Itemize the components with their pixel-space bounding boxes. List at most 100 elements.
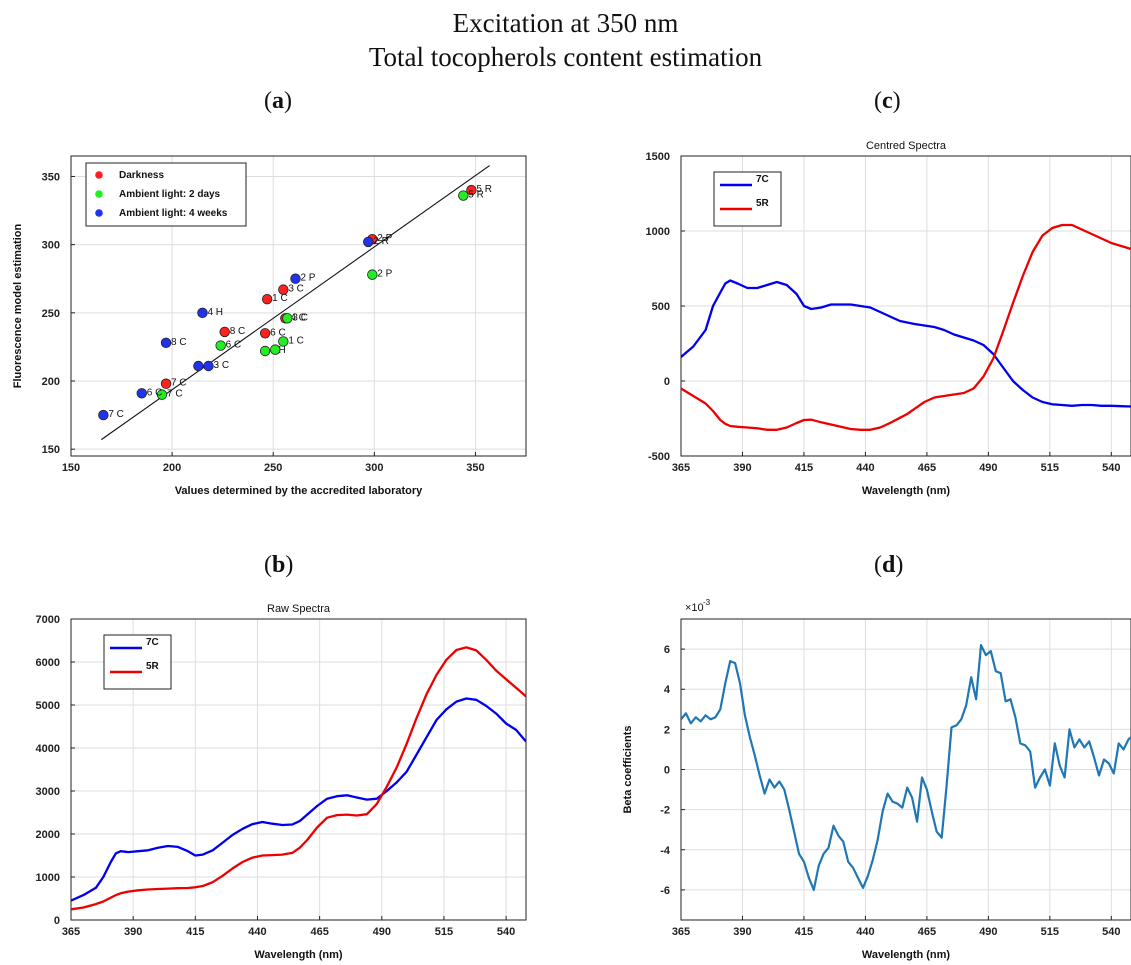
data-point — [156, 389, 168, 400]
figure-title: Excitation at 350 nm Total tocopherols c… — [0, 6, 1131, 74]
data-point — [219, 326, 230, 338]
x-tick-label: 540 — [497, 926, 515, 938]
series-line-5R — [681, 223, 1131, 431]
panel-b-raw-spectra: 365 390 415 440 465 490 515 540 0 1000 2000 3000 400… — [36, 603, 527, 961]
x-tick-label: 490 — [373, 926, 391, 938]
x-tick-label: 415 — [795, 926, 813, 938]
y-tick-label: 250 — [42, 308, 60, 320]
point-label: 5 R — [468, 190, 484, 201]
figure-title-line-2: Total tocopherols content estimation — [368, 42, 763, 72]
y-tick-label: 0 — [664, 376, 670, 388]
x-tick-label: 465 — [918, 926, 936, 938]
x-axis-label: Wavelength (nm) — [862, 485, 951, 497]
x-tick-label: 515 — [1041, 926, 1059, 938]
data-point — [261, 293, 273, 305]
point-label: 8 C — [171, 337, 187, 348]
data-point — [160, 378, 172, 389]
beta-coefficients-line — [681, 644, 1131, 891]
data-point — [193, 360, 204, 372]
y-tick-label: 1000 — [36, 872, 60, 884]
point-label: 1 C — [288, 335, 304, 346]
panel-a-scatter: 150 200 250 300 350 150 200 250 300 350 Values det… — [12, 155, 527, 497]
series-line-7C — [681, 279, 1131, 408]
legend-box — [85, 162, 247, 227]
point-label: 3 C — [214, 360, 230, 371]
x-tick-label: 365 — [672, 926, 690, 938]
x-tick-label: 300 — [365, 462, 383, 474]
x-tick-label: 490 — [979, 926, 997, 938]
point-label: 6 C — [226, 340, 242, 351]
point-label: 2 R — [373, 236, 389, 247]
y-tick-label: 4 — [664, 684, 671, 696]
x-axis-label: Wavelength (nm) — [862, 949, 951, 961]
y-tick-label: 300 — [42, 240, 60, 252]
data-point — [259, 328, 271, 339]
point-label: 7 C — [108, 409, 124, 420]
legend-marker — [95, 190, 103, 198]
y-tick-label: 6000 — [36, 657, 60, 669]
data-point — [197, 307, 208, 319]
data-point — [98, 409, 109, 421]
x-tick-label: 540 — [1102, 462, 1120, 474]
y-tick-label: -6 — [660, 885, 670, 897]
x-tick-label: 490 — [979, 462, 997, 474]
point-label: 4 H — [207, 307, 223, 318]
data-point — [363, 236, 374, 248]
y-tick-label: 350 — [42, 171, 60, 183]
y-tick-label: 3000 — [36, 786, 60, 798]
point-label: 2 P — [377, 233, 392, 244]
point-label: 6 C — [147, 387, 163, 398]
x-tick-label: 415 — [186, 926, 204, 938]
x-axis-label: Wavelength (nm) — [254, 949, 343, 961]
point-label: 7 C — [167, 389, 183, 400]
point-label: 1 C — [272, 293, 288, 304]
x-tick-label: 250 — [264, 462, 282, 474]
panel-c-centred-spectra: 365 390 415 440 465 490 515 540 -500 0 500 1000 1500… — [646, 140, 1131, 497]
y-tick-label: 200 — [42, 376, 60, 388]
data-point — [160, 337, 172, 349]
panel-label-d: (d) — [874, 552, 904, 578]
y-tick-label: 2 — [664, 724, 670, 736]
panel-label-b: (b) — [264, 552, 294, 578]
y-tick-label: 6 — [664, 644, 670, 656]
x-tick-label: 365 — [62, 926, 80, 938]
x-tick-label: 440 — [856, 462, 874, 474]
x-tick-label: 465 — [918, 462, 936, 474]
y-tick-label: 5000 — [36, 700, 60, 712]
panel-label-a: (a) — [264, 88, 292, 114]
exponent-label: ×10 — [685, 602, 704, 614]
chart-title: Centred Spectra — [866, 140, 947, 152]
y-tick-label: 2000 — [36, 829, 60, 841]
legend-label-5R: 5R — [756, 198, 770, 209]
figure-title-line-1: Excitation at 350 nm — [452, 8, 679, 38]
x-tick-label: 365 — [672, 462, 690, 474]
series-line-7C — [71, 697, 526, 902]
x-tick-label: 415 — [795, 462, 813, 474]
axes-frame — [70, 155, 527, 457]
y-tick-label: 0 — [664, 765, 670, 777]
y-tick-label: 1500 — [646, 151, 670, 163]
legend-box — [103, 634, 172, 690]
point-label: 2 P — [377, 269, 392, 280]
data-point — [290, 273, 301, 284]
x-tick-label: 440 — [248, 926, 266, 938]
y-axis-label: Beta coefficients — [622, 725, 634, 813]
panel-label-c: (c) — [874, 88, 901, 114]
x-tick-label: 200 — [163, 462, 181, 474]
x-tick-label: 515 — [435, 926, 453, 938]
axes-frame — [680, 618, 1131, 921]
x-tick-label: 540 — [1102, 926, 1120, 938]
axes-frame — [70, 618, 527, 921]
point-label: 8 C — [230, 326, 246, 337]
data-point — [458, 190, 469, 201]
data-point — [136, 388, 147, 399]
legend-label-7C: 7C — [146, 637, 159, 648]
y-tick-label: 0 — [54, 915, 60, 927]
legend-box — [713, 171, 782, 227]
x-axis-label: Values determined by the accredited labo… — [175, 485, 423, 497]
y-tick-label: 7000 — [36, 614, 60, 626]
data-point — [259, 345, 271, 357]
point-label: 2 P — [300, 273, 315, 284]
y-tick-label: 1000 — [646, 226, 670, 238]
